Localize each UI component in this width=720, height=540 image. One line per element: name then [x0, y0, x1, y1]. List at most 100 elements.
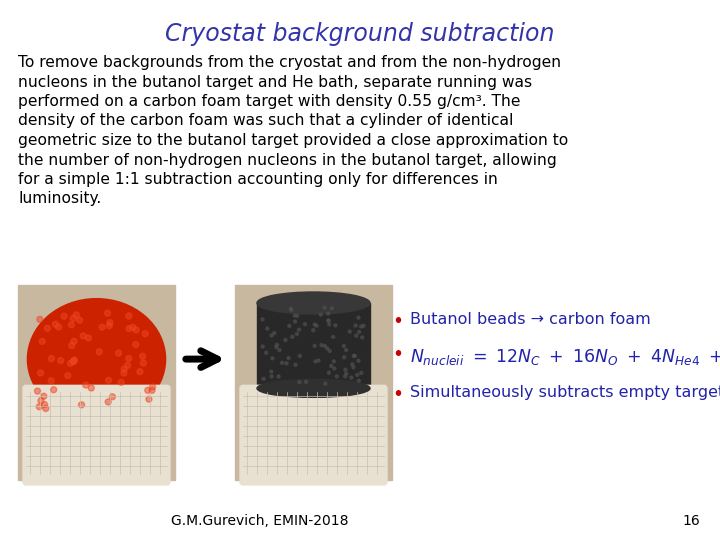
Ellipse shape: [295, 333, 298, 335]
Ellipse shape: [140, 353, 145, 359]
Ellipse shape: [68, 342, 75, 348]
Ellipse shape: [50, 387, 57, 393]
Ellipse shape: [319, 313, 323, 316]
Ellipse shape: [352, 366, 355, 369]
Ellipse shape: [312, 329, 315, 332]
Ellipse shape: [352, 354, 356, 357]
Ellipse shape: [336, 375, 338, 378]
Ellipse shape: [330, 364, 333, 367]
Ellipse shape: [324, 382, 327, 385]
Ellipse shape: [313, 323, 316, 326]
Ellipse shape: [327, 319, 330, 322]
Ellipse shape: [323, 345, 326, 347]
Ellipse shape: [327, 319, 330, 322]
Ellipse shape: [270, 370, 273, 373]
Ellipse shape: [330, 307, 333, 310]
Ellipse shape: [360, 325, 363, 328]
Ellipse shape: [41, 393, 47, 399]
Bar: [235, 285, 392, 480]
Ellipse shape: [294, 363, 297, 366]
Ellipse shape: [327, 312, 330, 315]
Text: density of the carbon foam was such that a cylinder of identical: density of the carbon foam was such that…: [18, 113, 513, 129]
Ellipse shape: [133, 327, 139, 333]
Ellipse shape: [358, 330, 361, 334]
Ellipse shape: [118, 379, 124, 386]
Ellipse shape: [357, 316, 360, 319]
Text: luminosity.: luminosity.: [18, 192, 102, 206]
Ellipse shape: [37, 370, 44, 376]
Ellipse shape: [48, 356, 55, 362]
Ellipse shape: [333, 360, 336, 363]
Ellipse shape: [71, 339, 77, 345]
Ellipse shape: [354, 324, 357, 327]
Ellipse shape: [70, 359, 76, 364]
Ellipse shape: [298, 381, 301, 383]
Ellipse shape: [140, 360, 146, 366]
Ellipse shape: [39, 339, 45, 345]
Ellipse shape: [276, 343, 279, 346]
Ellipse shape: [68, 322, 74, 328]
Ellipse shape: [315, 324, 318, 327]
Ellipse shape: [55, 324, 61, 330]
Ellipse shape: [36, 404, 42, 410]
Text: •: •: [392, 312, 403, 331]
Ellipse shape: [288, 325, 291, 327]
Ellipse shape: [104, 310, 111, 316]
Ellipse shape: [344, 368, 347, 371]
Ellipse shape: [343, 345, 346, 347]
Ellipse shape: [83, 382, 89, 388]
Text: Cryostat background subtraction: Cryostat background subtraction: [166, 22, 554, 46]
Ellipse shape: [354, 354, 356, 357]
Text: G.M.Gurevich, EMIN-2018: G.M.Gurevich, EMIN-2018: [171, 514, 348, 528]
Ellipse shape: [294, 320, 297, 323]
Ellipse shape: [126, 326, 132, 332]
Ellipse shape: [271, 357, 274, 360]
Ellipse shape: [257, 379, 370, 397]
Ellipse shape: [289, 307, 292, 310]
Ellipse shape: [325, 347, 329, 350]
Ellipse shape: [357, 379, 361, 382]
Text: the number of non-hydrogen nucleons in the butanol target, allowing: the number of non-hydrogen nucleons in t…: [18, 152, 557, 167]
Ellipse shape: [343, 375, 346, 378]
Ellipse shape: [293, 314, 296, 317]
Ellipse shape: [290, 308, 293, 312]
Ellipse shape: [121, 366, 127, 372]
Text: Butanol beads → carbon foam: Butanol beads → carbon foam: [410, 312, 651, 327]
Ellipse shape: [107, 320, 113, 326]
Ellipse shape: [334, 324, 337, 327]
Ellipse shape: [356, 373, 359, 376]
Ellipse shape: [105, 399, 111, 405]
Ellipse shape: [42, 406, 49, 411]
Ellipse shape: [284, 339, 287, 341]
Ellipse shape: [278, 348, 281, 352]
Ellipse shape: [275, 346, 278, 349]
Ellipse shape: [109, 394, 115, 400]
Ellipse shape: [27, 299, 166, 420]
Ellipse shape: [355, 334, 358, 337]
Ellipse shape: [53, 321, 58, 327]
Ellipse shape: [121, 370, 127, 376]
Ellipse shape: [277, 375, 280, 378]
Ellipse shape: [126, 313, 132, 319]
Ellipse shape: [281, 361, 284, 365]
Ellipse shape: [107, 323, 112, 329]
Text: for a simple 1:1 subtraction accounting only for differences in: for a simple 1:1 subtraction accounting …: [18, 172, 498, 187]
Text: •: •: [392, 385, 403, 404]
Ellipse shape: [265, 351, 268, 354]
Ellipse shape: [146, 396, 152, 402]
Ellipse shape: [305, 380, 307, 383]
Ellipse shape: [145, 387, 150, 393]
Ellipse shape: [257, 292, 370, 314]
Text: •: •: [392, 345, 403, 364]
Ellipse shape: [106, 377, 112, 383]
Ellipse shape: [115, 350, 122, 356]
Ellipse shape: [362, 324, 365, 327]
Ellipse shape: [323, 306, 326, 309]
Ellipse shape: [317, 359, 320, 362]
Text: nucleons in the butanol target and He bath, separate running was: nucleons in the butanol target and He ba…: [18, 75, 532, 90]
Ellipse shape: [99, 324, 105, 330]
Ellipse shape: [273, 332, 276, 335]
Ellipse shape: [132, 342, 139, 348]
Ellipse shape: [361, 336, 364, 339]
Ellipse shape: [137, 369, 143, 375]
